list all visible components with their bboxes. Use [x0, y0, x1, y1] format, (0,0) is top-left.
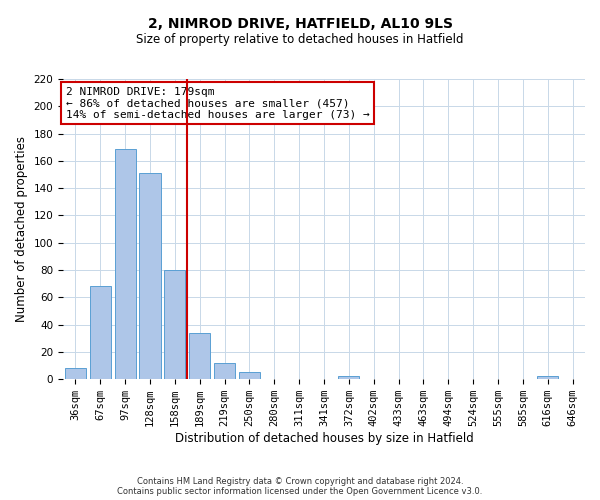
Text: Contains public sector information licensed under the Open Government Licence v3: Contains public sector information licen… — [118, 488, 482, 496]
Bar — [338, 376, 359, 379]
Y-axis label: Number of detached properties: Number of detached properties — [15, 136, 28, 322]
Bar — [189, 333, 210, 379]
Text: 2, NIMROD DRIVE, HATFIELD, AL10 9LS: 2, NIMROD DRIVE, HATFIELD, AL10 9LS — [148, 18, 452, 32]
Bar — [164, 270, 185, 379]
Text: 2 NIMROD DRIVE: 179sqm
← 86% of detached houses are smaller (457)
14% of semi-de: 2 NIMROD DRIVE: 179sqm ← 86% of detached… — [65, 86, 370, 120]
Bar — [65, 368, 86, 379]
Text: Contains HM Land Registry data © Crown copyright and database right 2024.: Contains HM Land Registry data © Crown c… — [137, 478, 463, 486]
Bar — [239, 372, 260, 379]
Bar — [139, 173, 161, 379]
Text: Size of property relative to detached houses in Hatfield: Size of property relative to detached ho… — [136, 32, 464, 46]
Bar — [537, 376, 558, 379]
Bar — [214, 363, 235, 379]
Bar — [115, 148, 136, 379]
X-axis label: Distribution of detached houses by size in Hatfield: Distribution of detached houses by size … — [175, 432, 473, 445]
Bar — [90, 286, 111, 379]
